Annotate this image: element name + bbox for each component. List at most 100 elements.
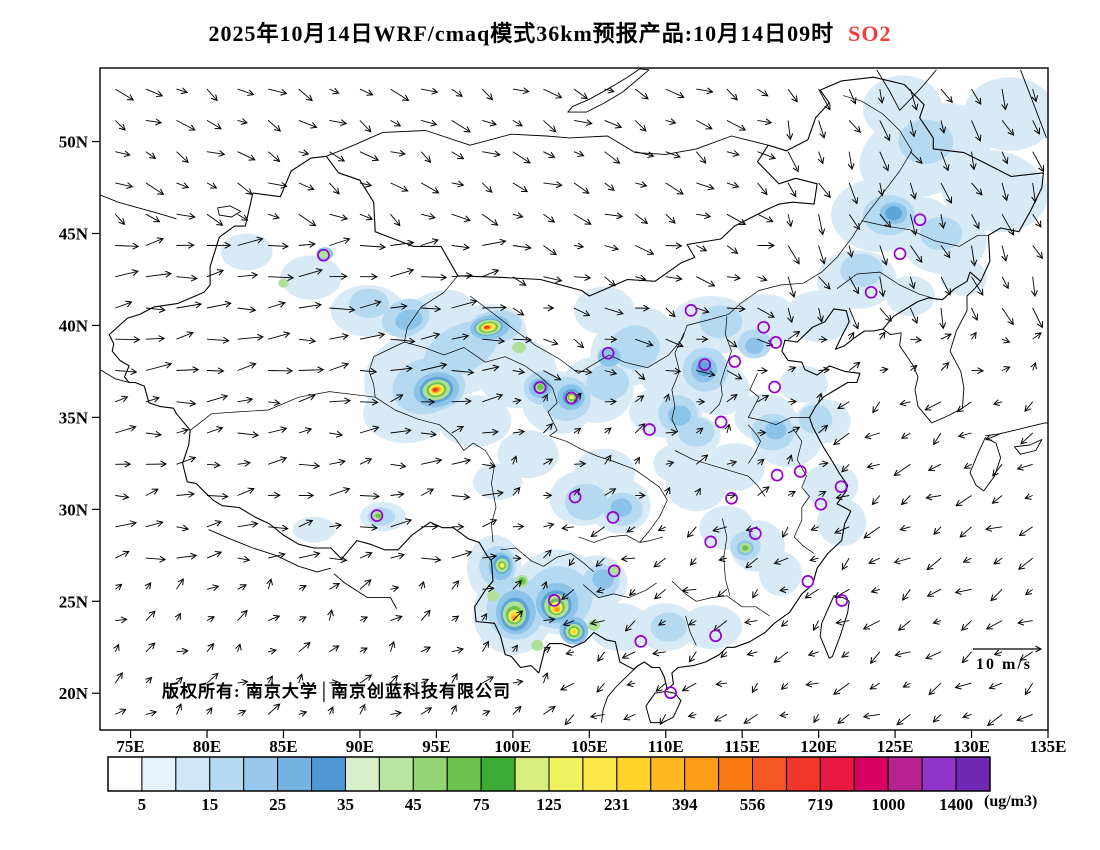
map-frame — [99, 67, 1049, 731]
city-marker — [893, 247, 907, 261]
wind-arrow — [862, 712, 880, 720]
colorbar-cell — [650, 756, 686, 792]
wind-arrow — [841, 557, 850, 571]
wind-arrow — [298, 213, 317, 227]
wind-arrow — [813, 714, 820, 724]
wind-arrow — [589, 712, 605, 720]
wind-arrow — [237, 609, 248, 621]
wind-arrow — [818, 214, 826, 236]
wind-arrow — [510, 455, 518, 465]
wind-arrow — [879, 245, 888, 266]
wind-arrow — [841, 651, 850, 658]
boundary-line — [549, 435, 668, 543]
so2-patch — [885, 206, 902, 221]
so2-patch — [497, 430, 559, 479]
colorbar-cell — [344, 756, 380, 792]
wind-arrow — [954, 588, 972, 595]
wind-arrow — [482, 119, 497, 127]
wind-arrow — [573, 150, 585, 157]
wind-arrow — [939, 307, 947, 330]
wind-arrow — [420, 213, 436, 220]
wind-arrow — [604, 182, 615, 191]
wind-arrow — [512, 120, 523, 127]
wind-arrow — [390, 552, 406, 560]
wind-arrow — [421, 87, 439, 95]
wind-arrow — [206, 672, 219, 684]
wind-arrow — [421, 430, 438, 438]
wind-arrow — [145, 488, 159, 496]
wind-arrow — [421, 556, 442, 563]
wind-arrow — [420, 182, 440, 194]
colorbar-cell — [921, 756, 957, 792]
so2-patch — [487, 590, 499, 602]
wind-arrow — [482, 585, 495, 593]
wind-arrow — [939, 214, 946, 230]
wind-arrow — [745, 557, 758, 569]
wind-arrow — [268, 242, 289, 250]
wind-arrow — [696, 212, 712, 220]
wind-arrow — [726, 213, 747, 226]
so2-patch — [765, 421, 787, 440]
wind-arrow — [175, 676, 183, 684]
wind-arrow — [665, 338, 684, 348]
wind-arrow — [932, 714, 942, 723]
wind-arrow — [954, 682, 972, 690]
wind-arrow — [624, 620, 636, 632]
wind-arrow — [329, 237, 351, 246]
wind-arrow — [1001, 276, 1009, 290]
boundary-line — [748, 424, 761, 464]
wind-arrow — [359, 151, 380, 162]
wind-arrow — [1001, 366, 1011, 373]
wind-arrow — [877, 182, 885, 197]
wind-arrow — [237, 459, 252, 467]
wind-arrow — [604, 427, 612, 435]
wind-arrow — [359, 674, 373, 684]
wind-arrow — [268, 301, 286, 309]
wind-arrow — [933, 432, 942, 446]
wind-arrow — [780, 620, 789, 627]
wind-arrow — [604, 86, 615, 94]
so2-patch — [292, 516, 336, 543]
so2-patch — [531, 639, 544, 651]
wind-arrow — [813, 620, 820, 632]
boundary-line — [601, 665, 639, 723]
wind-arrow — [879, 213, 892, 229]
lon-axis-label: 125E — [877, 737, 914, 756]
wind-arrow — [390, 585, 400, 592]
wind-arrow — [512, 428, 526, 436]
wind-arrow — [512, 397, 522, 405]
wind-arrow — [694, 487, 701, 496]
wind-arrow — [573, 368, 593, 376]
lat-axis-label: 40N — [59, 316, 89, 335]
wind-arrow — [909, 307, 919, 324]
wind-arrow — [665, 428, 678, 436]
city-marker — [835, 594, 849, 607]
wind-arrow — [940, 361, 950, 371]
wind-arrow — [573, 307, 591, 317]
wind-arrow — [543, 646, 551, 654]
lon-axis-label: 100E — [494, 737, 531, 756]
wind-arrow — [359, 331, 386, 340]
wind-arrow — [902, 681, 911, 688]
wind-arrow — [752, 589, 759, 599]
wind-arrow — [451, 88, 463, 97]
wind-arrow — [298, 519, 314, 528]
colorbar-tick-label: 719 — [808, 795, 834, 814]
so2-patch — [280, 255, 342, 300]
wind-arrow — [176, 87, 188, 95]
wind-arrow — [1001, 182, 1009, 202]
wind-arrow — [206, 616, 215, 623]
wind-arrow — [848, 213, 860, 231]
lon-axis-label: 85E — [269, 737, 297, 756]
colorbar-cell — [955, 756, 991, 792]
boundary-line — [685, 615, 697, 646]
wind-arrow — [482, 489, 504, 497]
lon-axis-label: 75E — [116, 737, 144, 756]
wind-arrow — [359, 398, 379, 406]
wind-arrow — [712, 525, 728, 533]
wind-arrow — [879, 366, 889, 374]
wind-arrow — [145, 555, 167, 563]
wind-arrow — [482, 268, 500, 278]
wind-arrow — [816, 392, 823, 402]
wind-arrow — [329, 151, 346, 162]
